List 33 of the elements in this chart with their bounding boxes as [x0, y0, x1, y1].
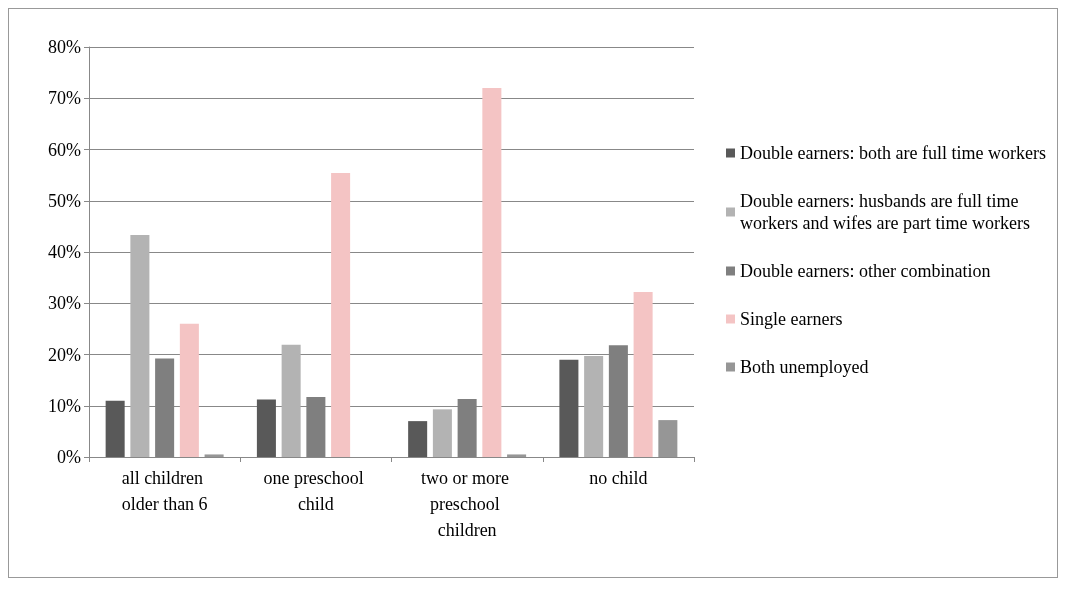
bar [584, 356, 604, 457]
x-tick-label: all children older than 6 [121, 468, 208, 514]
bar [256, 399, 276, 457]
y-tick-label: 20% [48, 344, 81, 365]
bar [633, 291, 653, 457]
x-tick-label: one preschool child [263, 468, 369, 514]
bar [482, 88, 502, 457]
y-tick-label: 0% [57, 447, 81, 467]
legend-label: Single earners [740, 309, 843, 329]
bar [331, 173, 351, 457]
y-tick-label: 80% [48, 37, 81, 57]
legend-label: Double earners: both are full time workers [740, 143, 1046, 163]
bar [408, 421, 428, 457]
bar [658, 420, 678, 457]
legend-label: Double earners: other combination [740, 261, 991, 281]
bar [105, 400, 125, 457]
y-tick-label: 50% [48, 190, 81, 211]
legend-label: Both unemployed [740, 357, 869, 377]
y-tick-label: 40% [48, 242, 81, 262]
y-tick-label: 30% [48, 293, 81, 314]
y-tick-label: 70% [48, 88, 81, 109]
y-tick-label: 60% [48, 139, 81, 160]
bar [281, 344, 301, 457]
x-tick-label: no child [589, 468, 648, 488]
bar [179, 323, 199, 457]
y-tick-label: 10% [48, 395, 81, 416]
bar [432, 409, 452, 457]
bar [507, 454, 527, 457]
bar [130, 235, 150, 457]
bar [204, 454, 224, 457]
bar [559, 359, 579, 457]
legend-label: Double earners: husbands are full time workers and wifes are part time workers [740, 191, 1030, 233]
x-tick-label: two or more preschool children [420, 468, 514, 540]
